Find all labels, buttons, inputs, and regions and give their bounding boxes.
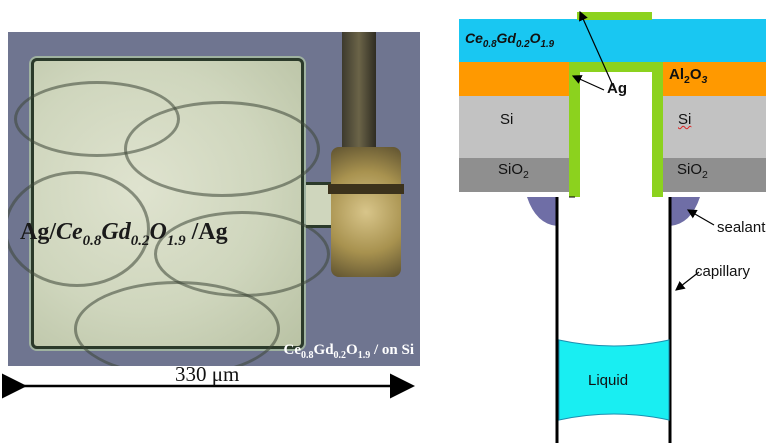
lead-wire <box>342 32 376 152</box>
ag-pointer-top <box>579 10 615 89</box>
si-left <box>459 96 569 158</box>
sio2-right-label: SiO2 <box>677 161 708 181</box>
si-right-label: Si <box>678 111 692 128</box>
ag-top-contact <box>577 12 652 20</box>
capillary-label: capillary <box>695 263 751 280</box>
alumina-label: Al2O3 <box>669 66 708 86</box>
si-right <box>658 96 766 158</box>
sio2-left <box>459 158 569 192</box>
sio2-right <box>658 158 766 192</box>
ag-label: Ag <box>607 80 627 97</box>
sealant-pointer <box>686 209 715 226</box>
liquid-label: Liquid <box>588 372 629 389</box>
liquid-meniscus <box>558 339 670 421</box>
photo-label: Ag/Ce0.8Gd0.2O1.9 /Ag <box>20 219 228 249</box>
sealant-right <box>670 197 700 226</box>
lead-contact-band <box>328 184 404 194</box>
sealant-left <box>527 197 557 226</box>
sio2-left-label: SiO2 <box>498 161 529 181</box>
silver-electrode-pad <box>8 58 330 366</box>
sealant-label: sealant <box>717 219 766 236</box>
micrograph-photo: Ag/Ce0.8Gd0.2O1.9 /Ag Ce0.8Gd0.2O1.9 / o… <box>8 32 420 366</box>
via-opening <box>580 72 652 197</box>
alumina-left <box>459 62 569 96</box>
si-left-label: Si <box>500 111 514 128</box>
scale-label: 330 μm <box>175 362 240 386</box>
capillary-pointer <box>675 271 700 291</box>
ag-pointer-side <box>571 75 605 91</box>
alumina-right <box>658 62 766 96</box>
photo-caption: Ce0.8Gd0.2O1.9 / on Si <box>283 342 414 361</box>
cgo-layer <box>459 19 766 62</box>
cgo-label: Ce0.8Gd0.2O1.9 <box>465 30 555 50</box>
lead-contact-blob <box>331 147 401 277</box>
